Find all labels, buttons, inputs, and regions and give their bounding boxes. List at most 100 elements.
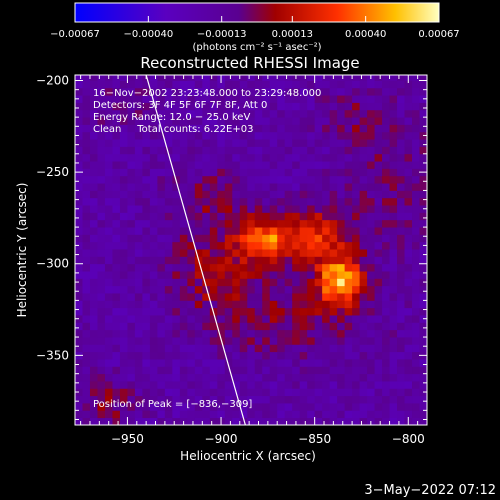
heatmap-cell <box>284 117 293 125</box>
x-axis-label: Heliocentric X (arcsec) <box>180 449 316 463</box>
heatmap-cell <box>419 212 427 221</box>
heatmap-cell <box>374 117 383 125</box>
heatmap-cell <box>97 366 106 375</box>
heatmap-cell <box>329 300 338 309</box>
heatmap-cell <box>217 234 226 243</box>
colorbar-unit-label: (photons cm⁻² s⁻¹ asec⁻²) <box>192 42 321 53</box>
heatmap-cell <box>322 139 331 147</box>
heatmap-cell <box>149 410 158 419</box>
heatmap-cell <box>187 337 196 345</box>
heatmap-cell <box>127 322 136 331</box>
heatmap-cell <box>217 410 226 419</box>
heatmap-cell <box>412 161 420 169</box>
heatmap-cell <box>322 249 331 257</box>
heatmap-cell <box>322 80 331 89</box>
heatmap-cell <box>82 205 91 213</box>
annotation-energy: Energy Range: 12.0 − 25.0 keV <box>93 112 250 123</box>
heatmap-cell <box>262 366 271 375</box>
heatmap-cell <box>239 285 248 294</box>
heatmap-cell <box>307 153 316 162</box>
heatmap-cell <box>187 249 196 257</box>
heatmap-cell <box>149 263 158 272</box>
heatmap-cell <box>209 212 218 221</box>
heatmap-cell <box>359 271 368 279</box>
heatmap-cell <box>389 417 398 425</box>
heatmap-cell <box>164 366 173 375</box>
heatmap-cell <box>404 351 413 360</box>
heatmap-cell <box>239 388 248 397</box>
heatmap-cell <box>149 219 158 228</box>
heatmap-cell <box>292 373 301 382</box>
heatmap-cell <box>374 234 383 243</box>
heatmap-cell <box>75 373 83 382</box>
heatmap-cell <box>299 256 308 265</box>
heatmap-cell <box>389 124 398 133</box>
heatmap-cell <box>389 183 398 191</box>
heatmap-cell <box>337 410 346 419</box>
heatmap-cell <box>337 293 346 301</box>
heatmap-cell <box>202 197 211 206</box>
heatmap-cell <box>75 153 83 162</box>
heatmap-cell <box>232 307 241 316</box>
heatmap-cell <box>344 417 353 425</box>
heatmap-cell <box>217 381 226 389</box>
heatmap-cell <box>97 359 106 367</box>
heatmap-cell <box>337 322 346 331</box>
chart-title: Reconstructed RHESSI Image <box>140 54 359 72</box>
heatmap-cell <box>254 381 263 389</box>
heatmap-cell <box>194 373 203 382</box>
heatmap-cell <box>232 131 241 140</box>
heatmap-cell <box>382 337 390 345</box>
heatmap-cell <box>389 359 398 367</box>
heatmap-cell <box>82 102 91 111</box>
heatmap-cell <box>112 131 121 140</box>
heatmap-cell <box>307 366 316 375</box>
heatmap-cell <box>284 256 293 265</box>
heatmap-cell <box>75 102 83 111</box>
heatmap-cell <box>389 344 398 353</box>
heatmap-cell <box>239 249 248 257</box>
heatmap-cell <box>269 175 278 184</box>
heatmap-cell <box>104 315 113 323</box>
heatmap-cell <box>119 315 128 323</box>
heatmap-cell <box>209 366 218 375</box>
heatmap-cell <box>232 80 241 89</box>
heatmap-cell <box>89 219 98 228</box>
heatmap-cell <box>344 212 353 221</box>
heatmap-cell <box>194 131 203 140</box>
heatmap-cell <box>382 87 390 96</box>
heatmap-cell <box>142 381 151 389</box>
heatmap-cell <box>164 395 173 404</box>
heatmap-cell <box>112 95 121 103</box>
heatmap-cell <box>209 161 218 169</box>
heatmap-cell <box>157 241 166 250</box>
heatmap-cell <box>142 212 151 221</box>
heatmap-cell <box>359 285 368 294</box>
heatmap-cell <box>367 300 375 309</box>
heatmap-cell <box>352 344 360 353</box>
heatmap-cell <box>209 417 218 425</box>
heatmap-cell <box>412 395 420 404</box>
heatmap-cell <box>157 234 166 243</box>
heatmap-cell <box>382 161 390 169</box>
heatmap-cell <box>269 249 278 257</box>
heatmap-cell <box>89 388 98 397</box>
heatmap-cell <box>292 183 301 191</box>
heatmap-cell <box>367 197 375 206</box>
heatmap-cell <box>187 410 196 419</box>
heatmap-cell <box>187 183 196 191</box>
peak-position-label: Position of Peak = [−836,−309] <box>93 399 252 410</box>
heatmap-cell <box>344 322 353 331</box>
heatmap-cell <box>247 241 256 250</box>
heatmap-cell <box>322 183 331 191</box>
heatmap-cell <box>239 227 248 235</box>
heatmap-cell <box>382 102 390 111</box>
heatmap-cell <box>322 403 331 411</box>
heatmap-cell <box>194 190 203 199</box>
heatmap-cell <box>412 80 420 89</box>
heatmap-cell <box>277 75 286 81</box>
heatmap-cell <box>202 359 211 367</box>
heatmap-cell <box>104 241 113 250</box>
heatmap-cell <box>382 117 390 125</box>
heatmap-cell <box>329 263 338 272</box>
